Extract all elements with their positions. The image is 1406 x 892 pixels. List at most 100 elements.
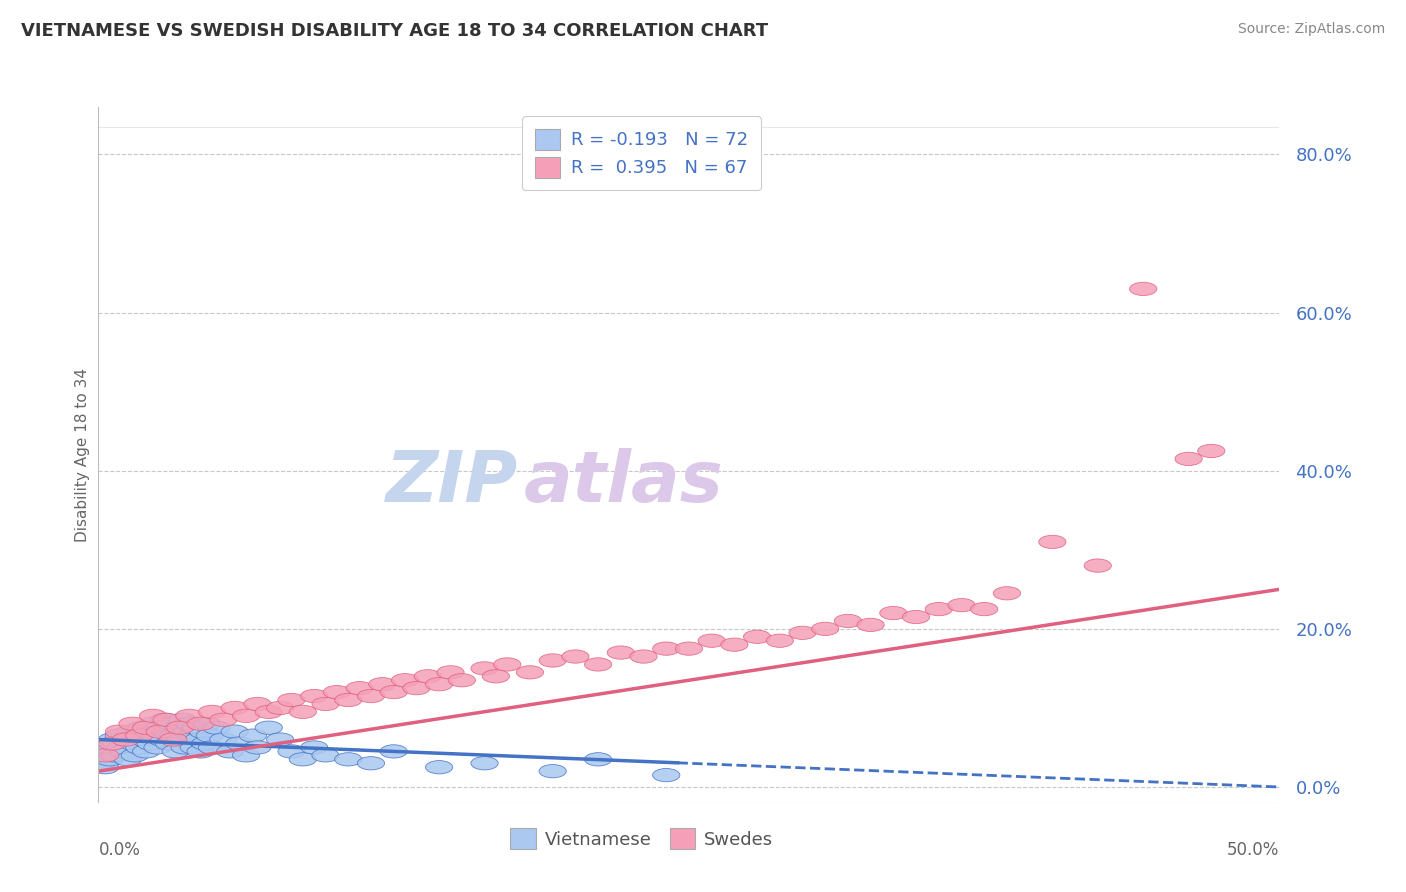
Ellipse shape <box>312 698 339 711</box>
Ellipse shape <box>1198 444 1225 458</box>
Ellipse shape <box>278 745 305 758</box>
Ellipse shape <box>585 753 612 766</box>
Ellipse shape <box>426 678 453 690</box>
Ellipse shape <box>162 745 190 758</box>
Ellipse shape <box>146 721 173 734</box>
Ellipse shape <box>132 745 160 758</box>
Ellipse shape <box>744 630 770 643</box>
Ellipse shape <box>120 717 146 731</box>
Ellipse shape <box>184 733 212 747</box>
Ellipse shape <box>96 753 124 766</box>
Ellipse shape <box>766 634 793 648</box>
Ellipse shape <box>153 725 180 739</box>
Ellipse shape <box>103 737 131 750</box>
Ellipse shape <box>858 618 884 632</box>
Ellipse shape <box>101 748 128 762</box>
Ellipse shape <box>91 761 120 774</box>
Ellipse shape <box>166 733 194 747</box>
Ellipse shape <box>290 753 316 766</box>
Ellipse shape <box>125 729 153 742</box>
Ellipse shape <box>173 725 201 739</box>
Ellipse shape <box>124 729 150 742</box>
Ellipse shape <box>335 693 361 706</box>
Ellipse shape <box>267 733 294 747</box>
Ellipse shape <box>225 737 253 750</box>
Ellipse shape <box>697 634 725 648</box>
Ellipse shape <box>172 741 198 754</box>
Text: VIETNAMESE VS SWEDISH DISABILITY AGE 18 TO 34 CORRELATION CHART: VIETNAMESE VS SWEDISH DISABILITY AGE 18 … <box>21 22 768 40</box>
Ellipse shape <box>834 615 862 628</box>
Ellipse shape <box>187 745 214 758</box>
Ellipse shape <box>176 709 202 723</box>
Ellipse shape <box>202 721 231 734</box>
Ellipse shape <box>150 713 179 726</box>
Text: 50.0%: 50.0% <box>1227 841 1279 859</box>
Ellipse shape <box>426 761 453 774</box>
Ellipse shape <box>187 717 214 731</box>
Ellipse shape <box>105 725 132 739</box>
Ellipse shape <box>143 741 172 754</box>
Ellipse shape <box>198 706 225 719</box>
Ellipse shape <box>301 690 328 703</box>
Ellipse shape <box>165 721 191 734</box>
Ellipse shape <box>357 690 385 703</box>
Ellipse shape <box>880 607 907 620</box>
Ellipse shape <box>114 753 142 766</box>
Ellipse shape <box>191 737 219 750</box>
Ellipse shape <box>112 733 139 747</box>
Ellipse shape <box>135 725 162 739</box>
Ellipse shape <box>243 741 271 754</box>
Ellipse shape <box>90 745 117 758</box>
Ellipse shape <box>925 602 952 615</box>
Ellipse shape <box>121 748 149 762</box>
Ellipse shape <box>415 670 441 683</box>
Ellipse shape <box>217 745 243 758</box>
Ellipse shape <box>789 626 815 640</box>
Ellipse shape <box>131 733 157 747</box>
Ellipse shape <box>146 725 173 739</box>
Ellipse shape <box>357 756 385 770</box>
Ellipse shape <box>312 748 339 762</box>
Ellipse shape <box>449 673 475 687</box>
Ellipse shape <box>494 657 520 671</box>
Ellipse shape <box>221 725 249 739</box>
Ellipse shape <box>98 733 125 747</box>
Ellipse shape <box>160 733 187 747</box>
Ellipse shape <box>811 623 839 635</box>
Ellipse shape <box>94 741 121 754</box>
Ellipse shape <box>155 737 183 750</box>
Legend: Vietnamese, Swedes: Vietnamese, Swedes <box>503 822 780 856</box>
Ellipse shape <box>562 650 589 663</box>
Ellipse shape <box>471 756 498 770</box>
Ellipse shape <box>380 745 408 758</box>
Ellipse shape <box>538 764 567 778</box>
Ellipse shape <box>254 721 283 734</box>
Ellipse shape <box>139 717 166 731</box>
Ellipse shape <box>105 729 132 742</box>
Text: ZIP: ZIP <box>385 449 517 517</box>
Ellipse shape <box>120 737 146 750</box>
Ellipse shape <box>142 729 169 742</box>
Ellipse shape <box>232 709 260 723</box>
Ellipse shape <box>87 756 114 770</box>
Ellipse shape <box>139 709 166 723</box>
Ellipse shape <box>267 701 294 714</box>
Ellipse shape <box>91 748 120 762</box>
Ellipse shape <box>157 717 184 731</box>
Ellipse shape <box>380 685 408 698</box>
Ellipse shape <box>195 729 224 742</box>
Ellipse shape <box>1039 535 1066 549</box>
Ellipse shape <box>652 642 681 656</box>
Ellipse shape <box>402 681 430 695</box>
Ellipse shape <box>117 725 143 739</box>
Ellipse shape <box>190 725 217 739</box>
Text: Source: ZipAtlas.com: Source: ZipAtlas.com <box>1237 22 1385 37</box>
Ellipse shape <box>301 741 328 754</box>
Ellipse shape <box>721 638 748 651</box>
Ellipse shape <box>970 602 998 615</box>
Ellipse shape <box>1084 559 1111 573</box>
Ellipse shape <box>482 670 509 683</box>
Ellipse shape <box>1129 282 1157 295</box>
Ellipse shape <box>232 748 260 762</box>
Ellipse shape <box>538 654 567 667</box>
